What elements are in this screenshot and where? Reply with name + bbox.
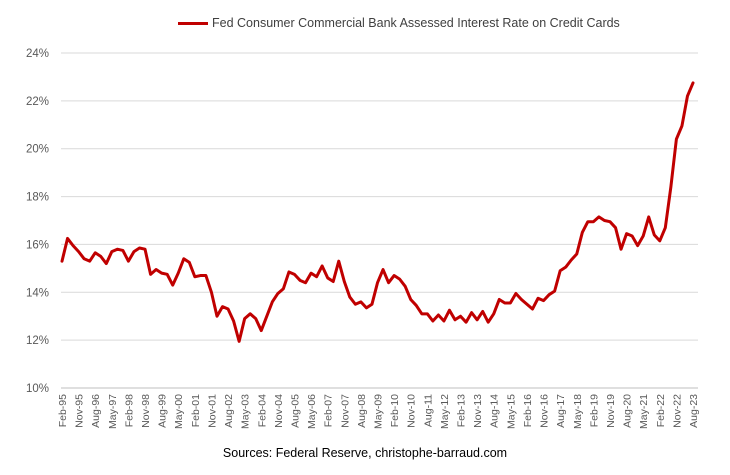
y-tick-label: 14% — [26, 287, 49, 299]
x-tick-label: Nov-95 — [74, 394, 86, 428]
x-tick-label: Aug-14 — [489, 394, 501, 428]
y-tick-label: 16% — [26, 239, 49, 251]
x-tick-label: Nov-13 — [472, 394, 484, 428]
x-tick-label: Feb-07 — [323, 394, 335, 427]
x-tick-label: Feb-04 — [256, 394, 268, 427]
gridlines — [61, 52, 698, 389]
x-tick-label: Feb-01 — [190, 394, 202, 427]
x-tick-label: May-03 — [240, 394, 252, 429]
x-axis-ticks: Feb-95 Nov-95 Aug-96 May-97 Feb-98 Nov-98 Aug-… — [57, 394, 700, 429]
x-tick-label: Nov-01 — [206, 394, 218, 428]
x-tick-label: Aug-11 — [422, 394, 434, 427]
x-tick-label: Nov-07 — [339, 394, 351, 428]
x-tick-label: Feb-22 — [655, 394, 667, 427]
y-tick-label: 18% — [26, 192, 49, 204]
x-tick-label: Nov-10 — [406, 394, 418, 428]
x-tick-label: Nov-22 — [671, 394, 683, 428]
legend-swatch — [178, 21, 208, 25]
x-tick-label: May-15 — [505, 394, 517, 429]
y-axis-ticks: 10% 12% 14% 16% 18% 20% 22% 24% — [26, 48, 49, 395]
x-tick-label: Aug-05 — [289, 394, 301, 428]
x-tick-label: Aug-20 — [622, 394, 634, 428]
source-note: Sources: Federal Reserve, christophe-bar… — [222, 446, 508, 460]
x-tick-label: Feb-95 — [57, 394, 69, 427]
x-tick-label: May-06 — [306, 394, 318, 429]
x-tick-label: May-00 — [173, 394, 185, 429]
x-tick-label: Feb-13 — [456, 394, 468, 427]
x-tick-label: Nov-16 — [539, 394, 551, 428]
x-tick-label: Nov-98 — [140, 394, 152, 428]
x-tick-label: May-97 — [107, 394, 119, 429]
y-tick-label: 20% — [26, 144, 49, 156]
x-tick-label: Aug-99 — [157, 394, 169, 428]
legend-label: Fed Consumer Commercial Bank Assessed In… — [212, 16, 620, 30]
x-tick-label: Feb-10 — [389, 394, 401, 427]
x-tick-label: Aug-96 — [90, 394, 102, 428]
x-tick-label: May-12 — [439, 394, 451, 429]
x-tick-label: Feb-16 — [522, 394, 534, 427]
y-tick-label: 10% — [26, 383, 49, 395]
x-tick-label: May-21 — [638, 394, 650, 429]
x-tick-label: Aug-08 — [356, 394, 368, 428]
x-tick-label: Nov-19 — [605, 394, 617, 428]
y-tick-label: 24% — [26, 48, 49, 60]
x-tick-label: Feb-19 — [588, 394, 600, 427]
x-tick-label: May-18 — [572, 394, 584, 429]
legend: Fed Consumer Commercial Bank Assessed In… — [178, 14, 620, 32]
x-tick-label: Aug-02 — [223, 394, 235, 428]
x-tick-label: May-09 — [373, 394, 385, 429]
x-tick-label: Aug-23 — [688, 394, 700, 428]
x-tick-label: Nov-04 — [273, 394, 285, 428]
y-tick-label: 12% — [26, 335, 49, 347]
series-line-credit-card-rate — [60, 81, 695, 343]
x-tick-label: Feb-98 — [123, 394, 135, 427]
y-tick-label: 22% — [26, 96, 49, 108]
x-tick-label: Aug-17 — [555, 394, 567, 428]
